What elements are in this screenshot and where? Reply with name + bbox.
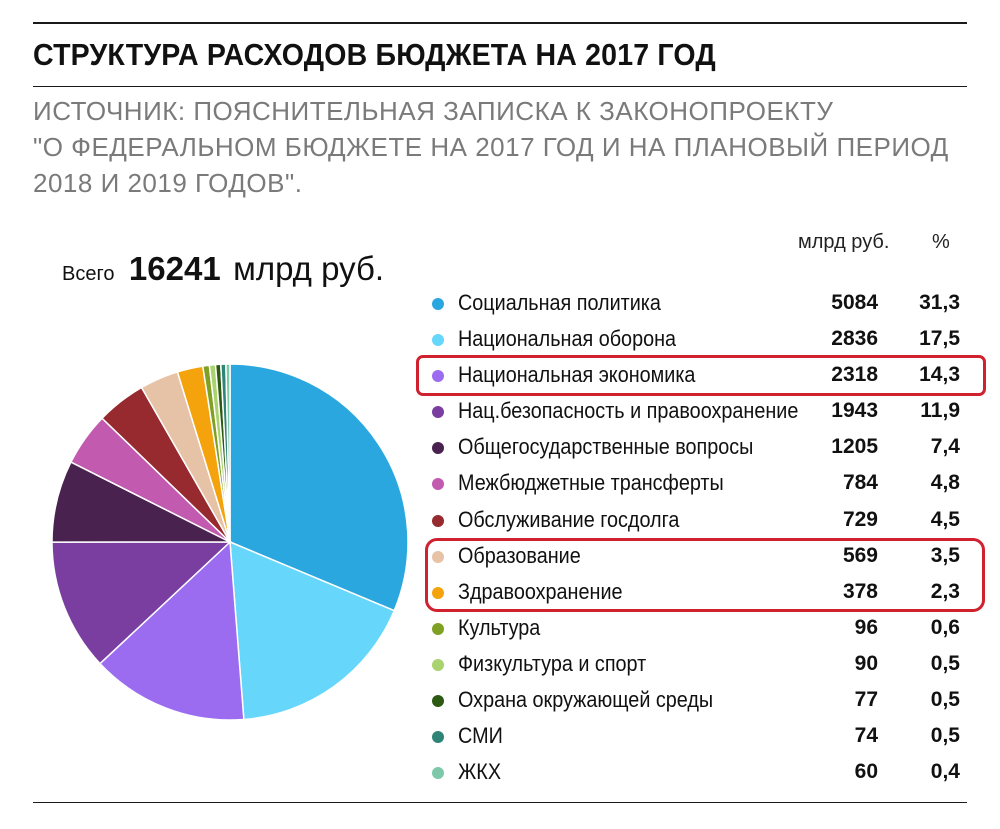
- legend-row: СМИ 74 0,5: [430, 719, 970, 755]
- legend-row: Социальная политика 5084 31,3: [430, 286, 970, 322]
- legend-percent: 0,5: [930, 651, 960, 675]
- legend-row: Нац.безопасность и правоохранение 1943 11,…: [430, 394, 970, 430]
- legend-swatch-icon: [432, 406, 444, 419]
- legend-percent: 0,5: [930, 724, 960, 748]
- legend-percent: 14,3: [919, 363, 960, 387]
- legend-value: 77: [854, 688, 878, 712]
- legend-row: Культура 96 0,6: [430, 611, 970, 647]
- source-line-3: 2018 И 2019 ГОДОВ".: [33, 168, 303, 198]
- legend-value: 96: [854, 615, 878, 639]
- legend-value: 569: [842, 543, 878, 567]
- legend-value: 1943: [831, 399, 878, 423]
- legend-label: Охрана окружающей среды: [458, 687, 714, 713]
- legend-percent: 0,5: [930, 688, 960, 712]
- legend-swatch-icon: [432, 478, 444, 491]
- legend-swatch-icon: [432, 550, 444, 563]
- total-value: 16241: [128, 250, 221, 287]
- highlight-box-economy: [416, 355, 986, 396]
- source-line-2: "О ФЕДЕРАЛЬНОМ БЮДЖЕТЕ НА 2017 ГОД И НА …: [33, 132, 949, 162]
- total-block: Всего 16241 млрд руб.: [62, 250, 384, 288]
- legend-label: Обслуживание госдолга: [458, 506, 680, 532]
- legend-label: Общегосударственные вопросы: [458, 434, 754, 460]
- legend-row: Обслуживание госдолга 729 4,5: [430, 503, 970, 539]
- legend-value: 378: [842, 579, 878, 603]
- units-column-header: млрд руб.: [798, 231, 890, 253]
- percent-column-header: %: [932, 231, 950, 253]
- legend-row: Образование 569 3,5: [430, 539, 970, 575]
- legend-label: Нац.безопасность и правоохранение: [458, 398, 799, 424]
- legend-swatch-icon: [432, 767, 444, 780]
- pie-slice: [51, 541, 232, 665]
- legend-percent: 4,5: [930, 507, 960, 531]
- legend-row: ЖКХ 60 0,4: [430, 755, 970, 791]
- legend-row: Общегосударственные вопросы 1205 7,4: [430, 430, 970, 466]
- legend-swatch-icon: [432, 442, 444, 455]
- source-line-1: ИСТОЧНИК: ПОЯСНИТЕЛЬНАЯ ЗАПИСКА К ЗАКОНО…: [33, 96, 834, 126]
- legend-percent: 0,4: [930, 760, 960, 784]
- legend-value: 90: [854, 651, 878, 675]
- legend-row: Физкультура и спорт 90 0,5: [430, 647, 970, 683]
- source-note: ИСТОЧНИК: ПОЯСНИТЕЛЬНАЯ ЗАПИСКА К ЗАКОНО…: [33, 93, 973, 201]
- legend-row: Межбюджетные трансферты 784 4,8: [430, 466, 970, 502]
- chart-title: СТРУКТУРА РАСХОДОВ БЮДЖЕТА НА 2017 ГОД: [33, 37, 716, 72]
- highlight-box-education-health: [425, 538, 985, 612]
- legend-swatch-icon: [432, 622, 444, 635]
- pie-slice: [229, 363, 409, 612]
- legend-value: 1205: [831, 435, 878, 459]
- legend-swatch-icon: [432, 658, 444, 671]
- bottom-rule: [33, 802, 967, 803]
- legend-percent: 7,4: [930, 435, 960, 459]
- legend-label: Здравоохранение: [458, 578, 623, 604]
- legend-percent: 11,9: [920, 399, 960, 423]
- legend-value: 60: [854, 760, 878, 784]
- legend-row: Национальная экономика 2318 14,3: [430, 358, 970, 394]
- legend-percent: 2,3: [930, 579, 960, 603]
- pie-slice: [98, 540, 245, 721]
- legend-label: СМИ: [458, 723, 503, 749]
- legend-label: Национальная оборона: [458, 326, 677, 352]
- legend-row: Национальная оборона 2836 17,5: [430, 322, 970, 358]
- legend-value: 74: [854, 724, 878, 748]
- pie-chart: [51, 363, 409, 721]
- legend-percent: 0,6: [930, 615, 960, 639]
- pie-slice: [229, 540, 396, 721]
- legend-swatch-icon: [432, 370, 444, 383]
- legend-label: Межбюджетные трансферты: [458, 470, 724, 496]
- legend-swatch-icon: [432, 695, 444, 708]
- legend-percent: 3,5: [930, 543, 960, 567]
- legend-swatch-icon: [432, 298, 444, 310]
- legend-percent: 17,5: [919, 327, 960, 351]
- top-rule: [33, 22, 967, 24]
- legend-row: Охрана окружающей среды 77 0,5: [430, 683, 970, 719]
- legend-value: 784: [842, 471, 878, 495]
- legend-swatch-icon: [432, 514, 444, 527]
- legend-value: 729: [842, 507, 878, 531]
- total-unit: млрд руб.: [233, 250, 385, 287]
- total-label: Всего: [62, 263, 115, 285]
- legend-swatch-icon: [432, 334, 444, 347]
- legend-label: ЖКХ: [458, 759, 502, 785]
- pie-slice: [225, 363, 231, 543]
- legend-swatch-icon: [432, 731, 444, 744]
- legend-label: Национальная экономика: [458, 362, 696, 388]
- legend-value: 2318: [831, 363, 878, 387]
- legend-value: 2836: [831, 327, 878, 351]
- legend: Социальная политика 5084 31,3 Национальная …: [430, 286, 970, 791]
- legend-label: Культура: [458, 614, 541, 640]
- legend-label: Социальная политика: [458, 290, 661, 315]
- legend-label: Образование: [458, 542, 581, 568]
- legend-swatch-icon: [432, 586, 444, 599]
- legend-label: Физкультура и спорт: [458, 650, 647, 676]
- title-rule: [33, 86, 967, 87]
- legend-value: 5084: [831, 291, 878, 314]
- legend-percent: 4,8: [930, 471, 960, 495]
- legend-row: Здравоохранение 378 2,3: [430, 575, 970, 611]
- legend-percent: 31,3: [919, 291, 960, 314]
